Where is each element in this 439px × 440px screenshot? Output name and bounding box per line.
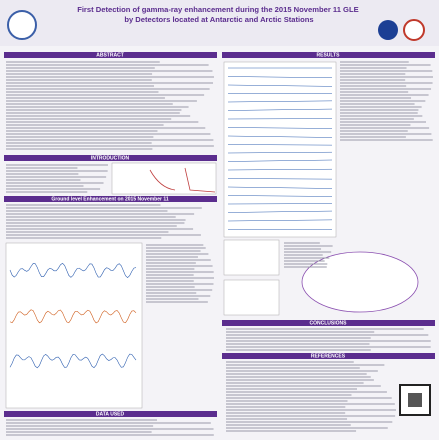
qr-code [408, 393, 422, 407]
section-title: RESULTS [317, 52, 341, 58]
section-title: CONCLUSIONS [310, 320, 348, 326]
section-title: Ground level Enhancement on 2015 Novembe… [51, 196, 168, 202]
section-title: REFERENCES [311, 353, 346, 359]
logo [8, 11, 36, 39]
figure [112, 163, 216, 194]
section-title: INTRODUCTION [91, 155, 130, 161]
title-line: by Detectors located at Antarctic and Ar… [124, 15, 313, 24]
figure [224, 240, 279, 275]
figure [6, 243, 142, 408]
figure [224, 62, 336, 237]
section-title: DATA USED [96, 411, 125, 417]
poster: First Detection of gamma-ray enhancement… [0, 0, 439, 440]
title-line: First Detection of gamma-ray enhancement… [77, 5, 358, 14]
logo [378, 20, 398, 40]
page: First Detection of gamma-ray enhancement… [0, 0, 439, 440]
section-title: ABSTRACT [96, 52, 124, 58]
logo [404, 20, 424, 40]
figure [224, 280, 279, 315]
